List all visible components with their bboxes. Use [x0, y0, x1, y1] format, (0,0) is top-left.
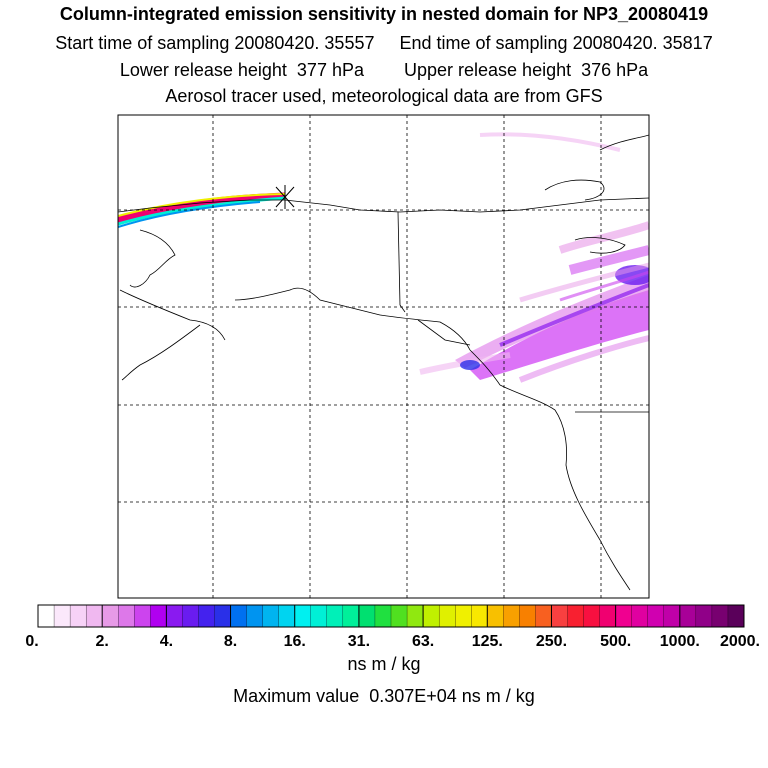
legend-tick-label: 16. [284, 633, 306, 650]
legend-frame [37, 604, 745, 628]
legend-color-cell [438, 604, 456, 628]
legend-color-cell [102, 604, 119, 628]
legend-tick-label: 2000. [720, 633, 760, 650]
legend-color-cell [150, 604, 167, 628]
legend-color-cell [166, 604, 183, 628]
legend-color-cell [182, 604, 199, 628]
legend-color-cell [342, 604, 360, 628]
legend-color-cell [37, 604, 55, 628]
legend-color-cell [599, 604, 617, 628]
legend-color-cell [406, 604, 424, 628]
legend-color-cell [214, 604, 232, 628]
sensitivity-plume-east [419, 132, 649, 383]
legend-color-cell [118, 604, 135, 628]
legend-tick-label: 1000. [660, 633, 700, 650]
color-legend: 0. 2. 4. 8. 16. 31. 63. 125. 250. 500. 1000. 2000. [25, 604, 760, 650]
legend-color-cell [134, 604, 151, 628]
legend-color-cell [503, 604, 520, 628]
legend-color-cell [695, 604, 713, 628]
legend-color-cell [567, 604, 585, 628]
sensitivity-map [117, 114, 650, 599]
legend-color-cell [711, 604, 729, 628]
legend-color-cell [679, 604, 697, 628]
legend-color-cell [551, 604, 568, 628]
legend-color-cell [246, 604, 264, 628]
legend-color-cell [535, 604, 552, 628]
legend-color-cell [583, 604, 601, 628]
legend-color-cell [294, 604, 312, 628]
legend-tick-label: 4. [160, 633, 173, 650]
max-value: Maximum value 0.307E+04 ns m / kg [233, 686, 535, 706]
receptor-marker-icon [275, 185, 295, 209]
legend-tick-label: 63. [412, 633, 434, 650]
map-frame [117, 114, 650, 599]
legend-color-cell [85, 604, 103, 628]
release-height: Lower release height 377 hPa Upper relea… [119, 60, 649, 80]
legend-color-cell [278, 604, 296, 628]
legend-color-cell [663, 604, 681, 628]
legend-color-cell [358, 604, 376, 628]
legend-color-cell [262, 604, 280, 628]
legend-color-cell [647, 604, 665, 628]
coastlines [118, 134, 649, 591]
tracer-info: Aerosol tracer used, meteorological data… [165, 86, 603, 106]
legend-color-cell [727, 604, 745, 628]
legend-color-cell [422, 604, 440, 628]
legend-color-cell [519, 604, 536, 628]
legend-tick-label: 500. [600, 633, 631, 650]
legend-color-cell [487, 604, 504, 628]
legend-color-cell [471, 604, 488, 628]
legend-color-cell [390, 604, 408, 628]
legend-color-cell [69, 604, 87, 628]
legend-color-cell [198, 604, 215, 628]
legend-color-cell [230, 604, 248, 628]
legend-color-cell [374, 604, 392, 628]
legend-tick-label: 0. [25, 633, 38, 650]
sampling-time: Start time of sampling 20080420. 35557 E… [55, 33, 713, 53]
map-title: Column-integrated emission sensitivity i… [59, 4, 709, 24]
legend-color-cell [615, 604, 633, 628]
legend-color-cell [310, 604, 328, 628]
legend-color-cell [631, 604, 649, 628]
legend-tick-label: 8. [224, 633, 237, 650]
legend-units: ns m / kg [347, 654, 421, 674]
legend-tick-label: 250. [536, 633, 567, 650]
legend-tick-label: 125. [472, 633, 503, 650]
legend-tick-label: 31. [348, 633, 370, 650]
legend-tick-label: 2. [96, 633, 109, 650]
legend-color-cell [455, 604, 472, 628]
legend-color-cell [53, 604, 71, 628]
graticule [118, 115, 649, 598]
legend-color-cell [326, 604, 344, 628]
